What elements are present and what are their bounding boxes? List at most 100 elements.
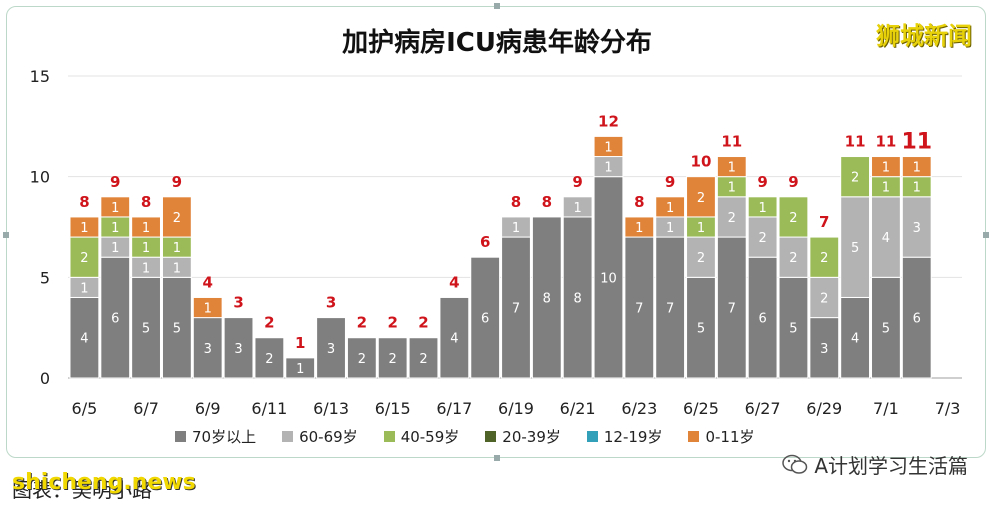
x-tick-label: 6/13 (313, 399, 349, 418)
segment-label: 1 (882, 161, 890, 176)
bar-segment (809, 317, 840, 379)
x-tick-label: 6/15 (375, 399, 411, 418)
total-label: 8 (542, 193, 552, 211)
legend-item: 20-39岁 (485, 426, 561, 447)
y-tick-label: 15 (30, 67, 50, 86)
segment-label: 1 (80, 281, 88, 296)
segment-label: 5 (173, 322, 181, 337)
segment-label: 1 (758, 201, 766, 216)
bar-segment (69, 216, 100, 238)
segment-label: 1 (728, 181, 736, 196)
segment-label: 1 (728, 161, 736, 176)
total-label: 8 (79, 193, 89, 211)
bar-segment (778, 236, 809, 278)
total-label: 7 (819, 213, 829, 231)
segment-label: 2 (173, 211, 181, 226)
segment-label: 2 (820, 251, 828, 266)
bar-segment (501, 236, 531, 379)
total-label: 6 (480, 233, 490, 251)
segment-label: 3 (913, 221, 921, 236)
x-tick-label: 6/9 (195, 399, 221, 418)
bar-segment (531, 216, 562, 379)
legend-swatch (383, 431, 395, 442)
bar-segment (747, 216, 778, 258)
segment-label: 1 (604, 161, 612, 176)
bar-segment (100, 196, 131, 218)
bar-segment (192, 296, 223, 319)
x-tick-label: 6/21 (560, 399, 596, 418)
segment-label: 2 (851, 171, 859, 186)
segment-label: 1 (574, 201, 582, 216)
bar-segment (346, 337, 377, 379)
resize-handle-top[interactable] (494, 3, 500, 9)
y-tick-label: 10 (30, 168, 50, 187)
legend-swatch (175, 431, 186, 442)
segment-label: 1 (142, 241, 150, 256)
bar-segment (470, 256, 501, 379)
segment-label: 7 (512, 302, 520, 317)
bar-segment (716, 196, 747, 238)
x-tick-label: 6/11 (251, 399, 287, 418)
total-label: 12 (598, 112, 619, 130)
total-label: 8 (141, 193, 151, 211)
bar-segment (840, 156, 871, 198)
segment-label: 7 (635, 302, 643, 317)
bar-segment (840, 296, 871, 379)
total-label: 11 (875, 133, 896, 151)
resize-handle-left[interactable] (3, 232, 9, 238)
bar-segment (161, 276, 192, 379)
segment-label: 2 (820, 291, 828, 306)
legend-item: 0-11岁 (688, 426, 755, 447)
bar-segment (655, 236, 686, 379)
segment-label: 5 (789, 322, 797, 337)
segment-label: 1 (173, 261, 181, 276)
total-label: 10 (691, 153, 712, 171)
bar-segment (747, 196, 778, 218)
chart-caption: 图表：吴明小路 (12, 478, 152, 502)
legend-swatch (485, 431, 497, 442)
resize-handle-bottom[interactable] (494, 455, 500, 461)
segment-label: 8 (543, 291, 551, 306)
bar-segment (131, 276, 161, 379)
bar-segment (778, 196, 809, 238)
bar-segment (871, 276, 901, 379)
bar-segment (408, 337, 439, 379)
segment-label: 4 (882, 231, 890, 246)
segment-label: 3 (234, 342, 242, 357)
legend-label: 60-69岁 (299, 428, 358, 446)
segment-label: 3 (327, 342, 335, 357)
bar-segment (69, 236, 100, 278)
segment-label: 10 (600, 271, 617, 286)
segment-label: 1 (204, 302, 212, 317)
total-label: 4 (203, 273, 213, 291)
total-label: 9 (110, 173, 120, 191)
segment-label: 1 (666, 221, 674, 236)
bar-segment (100, 256, 131, 379)
bar-segment (223, 317, 254, 379)
total-label: 11 (845, 133, 866, 151)
segment-label: 2 (419, 352, 427, 367)
bar-segment (562, 216, 593, 379)
segment-label: 1 (697, 221, 705, 236)
total-label: 2 (264, 314, 274, 332)
segment-label: 5 (851, 241, 859, 256)
segment-label: 2 (728, 211, 736, 226)
total-label: 11 (721, 133, 742, 151)
legend-label: 70岁以上 (192, 428, 257, 446)
segment-label: 6 (913, 312, 921, 327)
account-name: A计划学习生活篇 (814, 454, 968, 478)
x-tick-label: 6/23 (621, 399, 657, 418)
x-tick-label: 6/19 (498, 399, 534, 418)
account-attribution: A计划学习生活篇 (782, 450, 968, 479)
bar-segment (161, 196, 192, 238)
segment-label: 5 (142, 322, 150, 337)
segment-label: 3 (204, 342, 212, 357)
legend-label: 0-11岁 (705, 428, 755, 446)
bar-segment (716, 156, 747, 178)
segment-label: 1 (635, 221, 643, 236)
resize-handle-right[interactable] (983, 232, 989, 238)
y-tick-label: 5 (40, 268, 50, 287)
bar-segment (501, 216, 531, 238)
chart-title: 加护病房ICU病患年龄分布 (342, 28, 652, 58)
